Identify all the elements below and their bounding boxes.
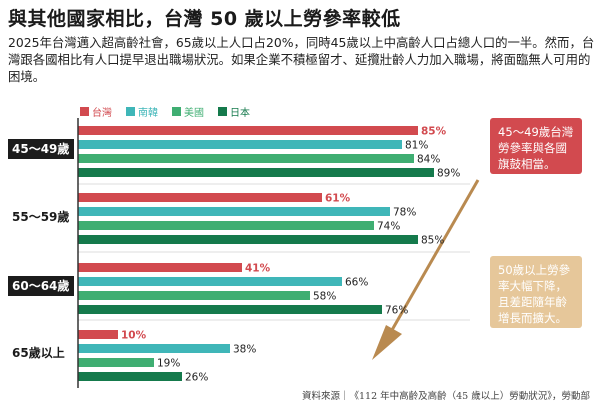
callout-bottom: 50歲以上勞參率大幅下降，且差距隨年齡增長而擴大。 [490, 256, 582, 328]
bar-value-label: 61% [325, 193, 351, 205]
callout-top: 45～49歲台灣勞參率與各國旗鼓相當。 [490, 118, 582, 174]
legend-swatch-usa [172, 107, 181, 116]
bar-value-label: 85% [421, 235, 444, 247]
category-label-65-plus: 65歲以上 [8, 343, 74, 363]
bar-value-label: 74% [377, 221, 400, 233]
bar-value-label: 66% [345, 277, 368, 289]
bar-value-label: 38% [233, 344, 256, 356]
legend-item-usa: 美國 [172, 104, 204, 119]
bar-value-label: 76% [385, 305, 408, 317]
bar-value-label: 85% [421, 126, 447, 138]
bar-value-label: 81% [405, 140, 428, 152]
bar [78, 140, 402, 149]
category-label-60-64: 60～64歲 [8, 276, 74, 296]
bar [78, 330, 118, 339]
bar [78, 154, 414, 163]
bar [78, 207, 390, 216]
bar [78, 372, 182, 381]
chart-title: 與其他國家相比，台灣 50 歲以上勞參率較低 [8, 8, 401, 30]
legend-item-taiwan: 台灣 [80, 104, 112, 119]
bar [78, 126, 418, 135]
bar-value-label: 19% [157, 358, 180, 370]
bar-value-label: 26% [185, 372, 208, 384]
trend-arrow-line [390, 179, 480, 331]
bar-value-label: 78% [393, 207, 416, 219]
bar-value-label: 41% [245, 263, 271, 275]
bar [78, 344, 230, 353]
bar [78, 358, 154, 367]
legend-label-usa: 美國 [184, 108, 204, 119]
legend-item-japan: 日本 [218, 104, 250, 119]
legend-label-japan: 日本 [230, 108, 250, 119]
trend-arrow-head [372, 325, 402, 360]
bar [78, 291, 310, 300]
bar [78, 305, 382, 314]
bar-value-label: 10% [121, 330, 147, 342]
category-label-45-49: 45～49歲 [8, 139, 74, 159]
category-label-55-59: 55～59歲 [8, 207, 74, 227]
bar [78, 277, 342, 286]
bar [78, 235, 418, 244]
legend-swatch-japan [218, 107, 227, 116]
bar-value-label: 58% [313, 291, 336, 303]
legend-item-korea: 南韓 [126, 104, 158, 119]
legend: 台灣 南韓 美國 日本 [80, 104, 250, 119]
bar-value-label: 84% [417, 154, 440, 166]
source-note: 資料來源｜《112 年中高齡及高齡（45 歲以上）勞動狀況》，勞動部 [301, 391, 590, 402]
bar [78, 193, 322, 202]
bar-value-label: 89% [437, 168, 460, 180]
legend-label-taiwan: 台灣 [92, 108, 112, 119]
bar [78, 221, 374, 230]
bar [78, 263, 242, 272]
chart-description: 2025年台灣邁入超高齡社會，65歲以上人口占20%，同時45歲以上中高齡人口占… [8, 35, 595, 84]
bar [78, 168, 434, 177]
legend-swatch-taiwan [80, 107, 89, 116]
legend-swatch-korea [126, 107, 135, 116]
legend-label-korea: 南韓 [138, 108, 158, 119]
